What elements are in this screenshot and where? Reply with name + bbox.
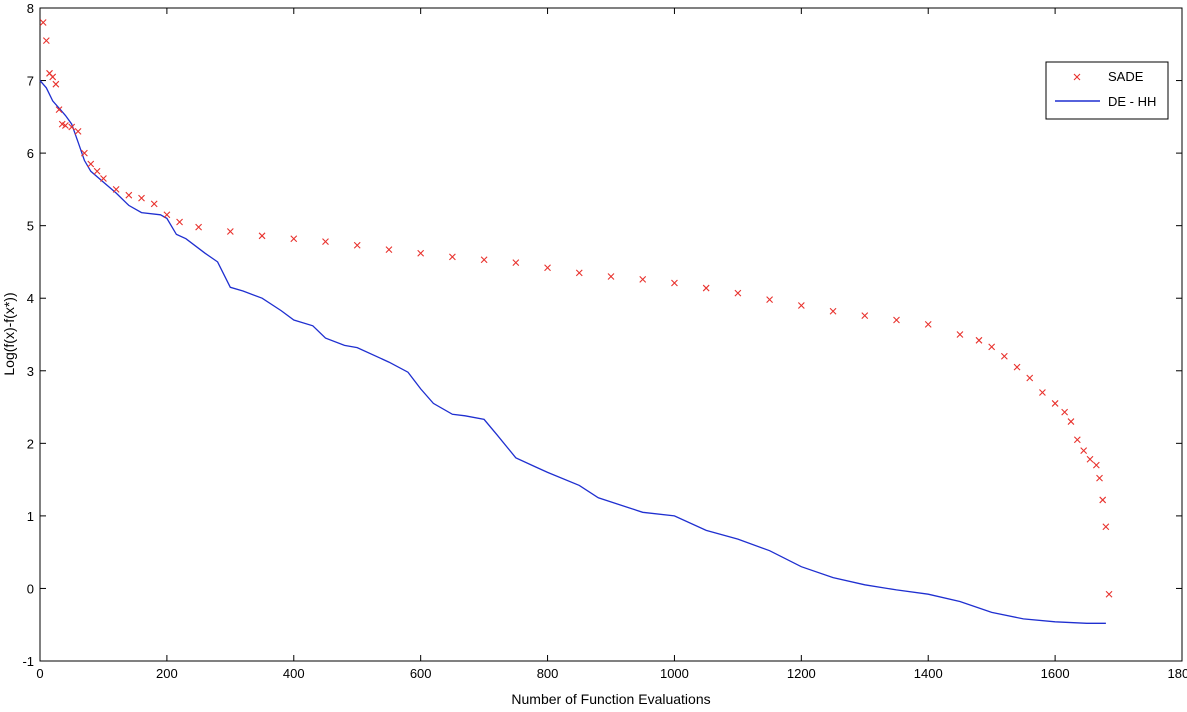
x-tick-label: 200 bbox=[156, 666, 178, 681]
x-axis-label: Number of Function Evaluations bbox=[511, 691, 710, 707]
x-tick-label: 0 bbox=[36, 666, 43, 681]
x-tick-label: 1400 bbox=[914, 666, 943, 681]
y-tick-label: 5 bbox=[27, 219, 34, 234]
x-tick-label: 800 bbox=[537, 666, 559, 681]
y-tick-label: 8 bbox=[27, 1, 34, 16]
legend: SADE DE - HH bbox=[1046, 62, 1168, 119]
y-axis-label: Log(f(x)-f(x*)) bbox=[1, 292, 17, 375]
y-tick-label: 7 bbox=[27, 74, 34, 89]
x-tick-label: 1000 bbox=[660, 666, 689, 681]
legend-box bbox=[1046, 62, 1168, 119]
y-tick-label: 2 bbox=[27, 436, 34, 451]
x-tick-label: 400 bbox=[283, 666, 305, 681]
x-tick-label: 1200 bbox=[787, 666, 816, 681]
y-tick-label: 6 bbox=[27, 146, 34, 161]
y-tick-label: 4 bbox=[27, 291, 34, 306]
y-tick-label: 3 bbox=[27, 364, 34, 379]
x-tick-label: 1600 bbox=[1041, 666, 1070, 681]
x-tick-label: 1800 bbox=[1168, 666, 1187, 681]
plot-area bbox=[40, 8, 1182, 661]
legend-label-sade: SADE bbox=[1108, 69, 1144, 84]
legend-label-dehh: DE - HH bbox=[1108, 94, 1156, 109]
y-tick-label: 1 bbox=[27, 509, 34, 524]
y-tick-label: 0 bbox=[27, 581, 34, 596]
y-tick-label: -1 bbox=[22, 654, 34, 669]
x-tick-label: 600 bbox=[410, 666, 432, 681]
